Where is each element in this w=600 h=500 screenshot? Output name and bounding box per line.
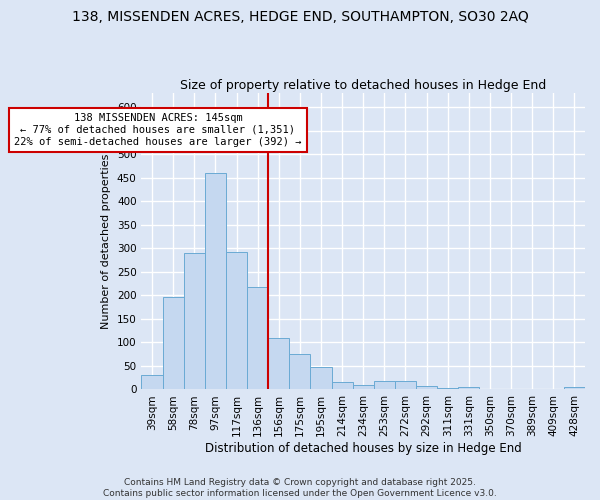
Bar [564,387,585,390]
Text: Contains HM Land Registry data © Crown copyright and database right 2025.
Contai: Contains HM Land Registry data © Crown c… [103,478,497,498]
Bar [205,173,226,390]
Bar [310,368,332,390]
Bar [184,253,205,390]
Bar [247,288,268,390]
Bar [437,388,458,390]
Bar [416,386,437,390]
Bar [458,386,479,390]
Bar [353,385,374,390]
Bar [268,338,289,390]
Bar [374,380,395,390]
Bar [395,380,416,390]
Text: 138 MISSENDEN ACRES: 145sqm
← 77% of detached houses are smaller (1,351)
22% of : 138 MISSENDEN ACRES: 145sqm ← 77% of det… [14,114,302,146]
Title: Size of property relative to detached houses in Hedge End: Size of property relative to detached ho… [180,79,547,92]
Bar [142,376,163,390]
Bar [332,382,353,390]
Text: 138, MISSENDEN ACRES, HEDGE END, SOUTHAMPTON, SO30 2AQ: 138, MISSENDEN ACRES, HEDGE END, SOUTHAM… [71,10,529,24]
Y-axis label: Number of detached properties: Number of detached properties [101,154,112,329]
X-axis label: Distribution of detached houses by size in Hedge End: Distribution of detached houses by size … [205,442,521,455]
Bar [163,297,184,390]
Bar [226,252,247,390]
Bar [289,354,310,390]
